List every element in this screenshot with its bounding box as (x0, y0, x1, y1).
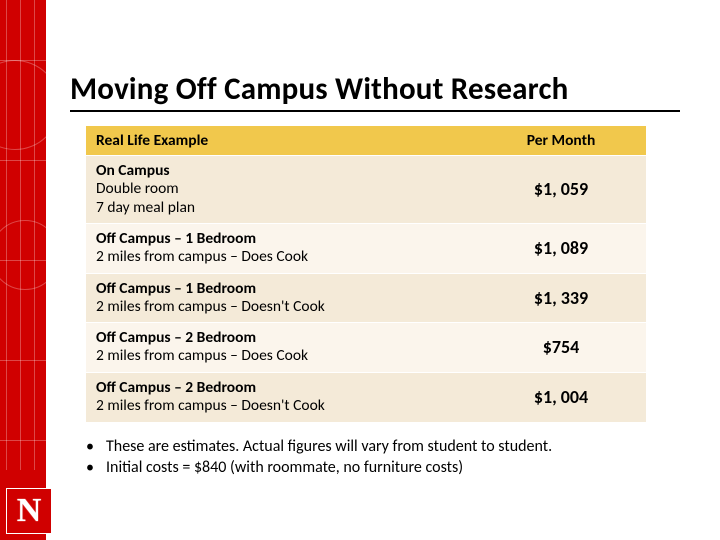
logo-letter: N (17, 494, 42, 528)
slide: N Moving Off Campus Without Research Rea… (0, 0, 720, 540)
slide-title: Moving Off Campus Without Research (70, 70, 680, 112)
table-header-row: Real Life Example Per Month (86, 126, 646, 156)
row-price: $1, 089 (476, 224, 646, 274)
side-red-bar (0, 0, 46, 540)
table-row: Off Campus – 2 Bedroom 2 miles from camp… (86, 372, 646, 421)
table-row: Off Campus – 1 Bedroom 2 miles from camp… (86, 273, 646, 323)
notes-list: These are estimates. Actual figures will… (78, 436, 680, 479)
nebraska-logo: N (6, 488, 52, 534)
row-price: $1, 059 (476, 156, 646, 224)
cost-table: Real Life Example Per Month On Campus Do… (86, 126, 646, 422)
row-price: $1, 339 (476, 273, 646, 323)
row-price: $754 (476, 323, 646, 373)
table-row: On Campus Double room 7 day meal plan $1… (86, 156, 646, 224)
row-desc: Off Campus – 1 Bedroom 2 miles from camp… (86, 273, 476, 323)
table-row: Off Campus – 2 Bedroom 2 miles from camp… (86, 323, 646, 373)
col-header-permonth: Per Month (476, 126, 646, 156)
table-row: Off Campus – 1 Bedroom 2 miles from camp… (86, 224, 646, 274)
row-desc: Off Campus – 2 Bedroom 2 miles from camp… (86, 323, 476, 373)
note-item: These are estimates. Actual figures will… (78, 436, 680, 458)
note-item: Initial costs = $840 (with roommate, no … (78, 457, 680, 479)
row-desc: Off Campus – 1 Bedroom 2 miles from camp… (86, 224, 476, 274)
row-price: $1, 004 (476, 372, 646, 421)
row-desc: Off Campus – 2 Bedroom 2 miles from camp… (86, 372, 476, 421)
col-header-example: Real Life Example (86, 126, 476, 156)
content-area: Moving Off Campus Without Research Real … (70, 70, 680, 479)
row-desc: On Campus Double room 7 day meal plan (86, 156, 476, 224)
